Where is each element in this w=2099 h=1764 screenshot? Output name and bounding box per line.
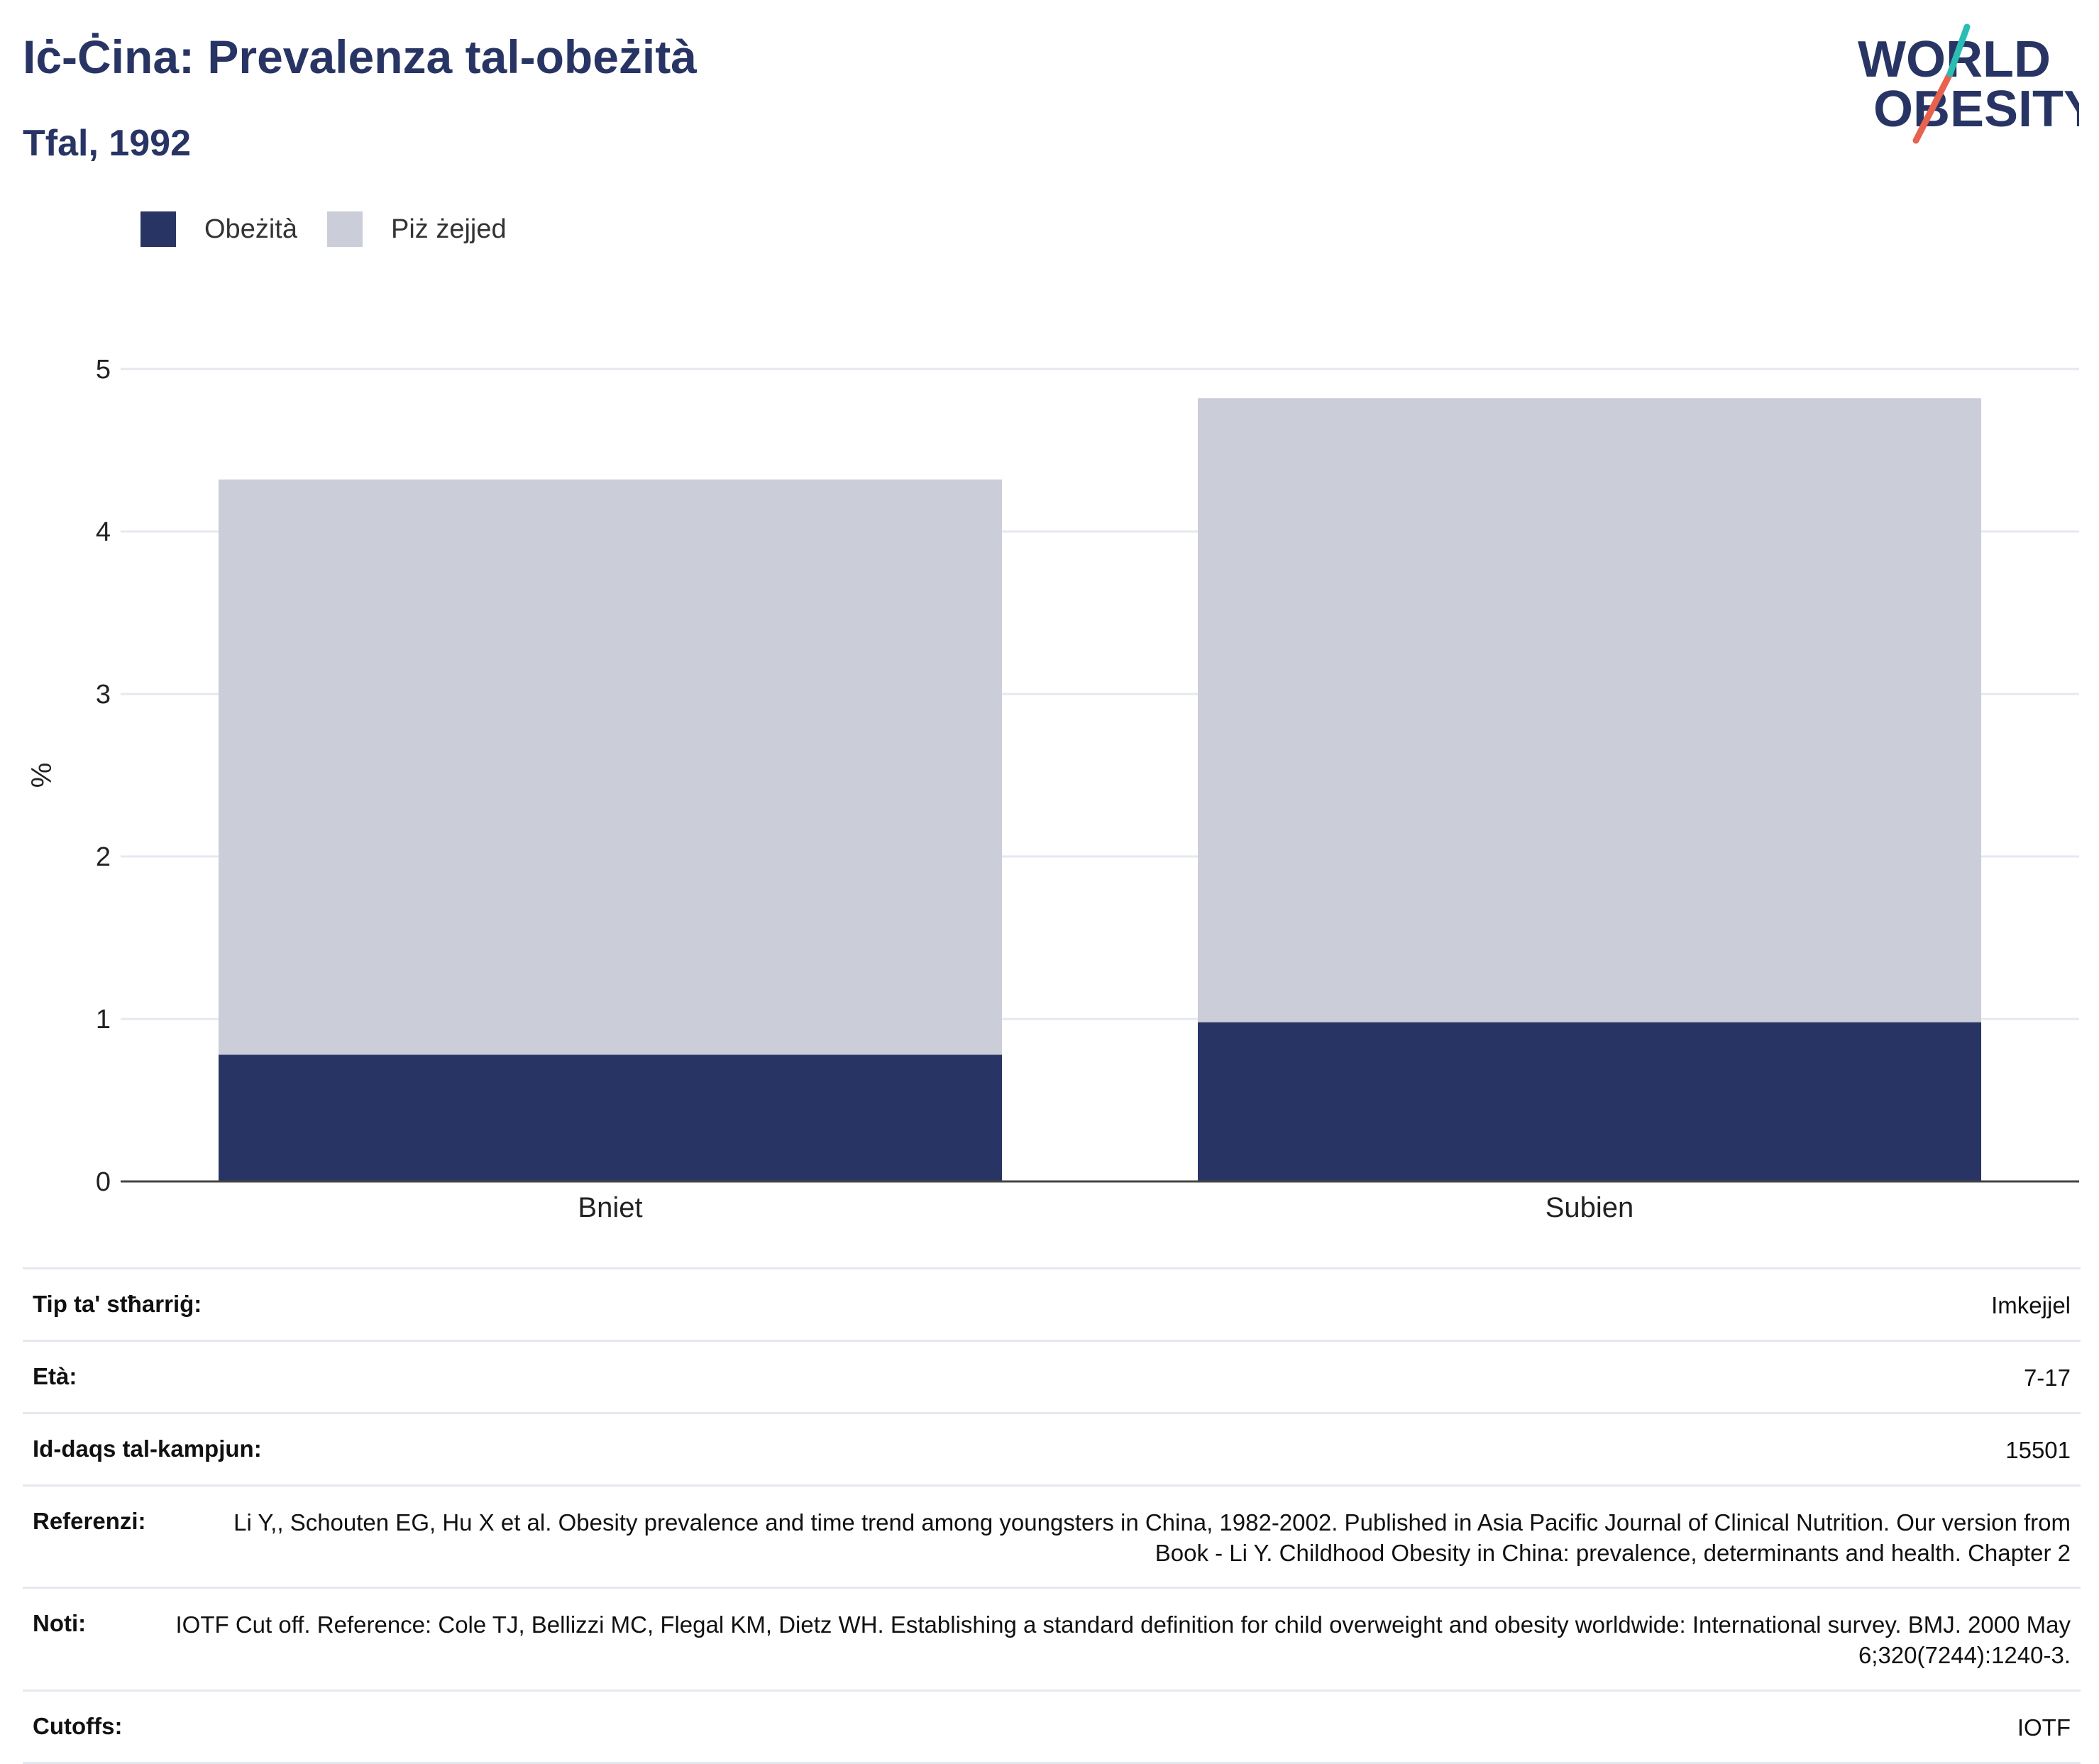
x-tick-label: Subien bbox=[1546, 1192, 1634, 1223]
y-tick-label: 1 bbox=[96, 1005, 111, 1035]
world-obesity-logo[interactable]: WORLD OBESITY bbox=[1845, 20, 2079, 155]
meta-label: Referenzi: bbox=[33, 1507, 146, 1534]
bar-segment-obesity bbox=[1198, 1022, 1981, 1181]
logo-slash-teal bbox=[1946, 23, 1971, 77]
page-subtitle: Tfal, 1992 bbox=[23, 123, 192, 164]
legend-label-overweight: Piż żejjed bbox=[390, 214, 507, 244]
stacked-bar-chart: 0 1 2 3 4 5% Bniet Subien bbox=[26, 355, 2079, 1223]
bar-segment-overweight bbox=[219, 479, 1002, 1055]
chart-legend: Obeżità Piż żejjed bbox=[141, 211, 536, 247]
bar-segment-obesity bbox=[219, 1054, 1002, 1181]
page-title: Iċ-Ċina: Prevalenza tal-obeżità bbox=[23, 31, 697, 83]
meta-value: Imkejjel bbox=[1991, 1292, 2071, 1318]
meta-label: Età: bbox=[33, 1362, 77, 1389]
meta-value: 15501 bbox=[2005, 1436, 2071, 1463]
legend-label-obesity: Obeżità bbox=[204, 214, 297, 244]
legend-item-obesity[interactable]: Obeżità bbox=[141, 211, 297, 247]
y-tick-label: 5 bbox=[96, 355, 111, 385]
y-axis-label: % bbox=[26, 763, 57, 788]
meta-row-notes: Noti: IOTF Cut off. Reference: Cole TJ, … bbox=[23, 1587, 2081, 1689]
legend-swatch-overweight bbox=[326, 211, 363, 247]
logo-slash-red bbox=[1912, 70, 1954, 144]
y-tick-label: 0 bbox=[96, 1167, 111, 1197]
legend-swatch-obesity bbox=[141, 211, 176, 247]
meta-row-cutoffs: Cutoffs: IOTF bbox=[23, 1689, 2081, 1764]
meta-row-survey-type: Tip ta' stħarriġ: Imkejjel bbox=[23, 1267, 2081, 1340]
meta-row-age: Età: 7-17 bbox=[23, 1339, 2081, 1412]
meta-value: Li Y,, Schouten EG, Hu X et al. Obesity … bbox=[233, 1509, 2071, 1566]
y-tick-label: 2 bbox=[96, 842, 111, 872]
logo-line2: OBESITY bbox=[1873, 81, 2079, 138]
meta-row-references: Referenzi: Li Y,, Schouten EG, Hu X et a… bbox=[23, 1484, 2081, 1587]
bar-segment-overweight bbox=[1198, 398, 1981, 1022]
meta-label: Tip ta' stħarriġ: bbox=[33, 1291, 202, 1317]
metadata-table: Tip ta' stħarriġ: Imkejjel Età: 7-17 Id-… bbox=[23, 1267, 2081, 1764]
meta-row-sample-size: Id-daqs tal-kampjun: 15501 bbox=[23, 1411, 2081, 1484]
y-tick-label: 3 bbox=[96, 680, 111, 710]
meta-value: 7-17 bbox=[2023, 1364, 2071, 1391]
x-tick-label: Bniet bbox=[578, 1192, 642, 1223]
legend-item-overweight[interactable]: Piż żejjed bbox=[326, 211, 507, 247]
y-tick-label: 4 bbox=[96, 517, 111, 547]
meta-label: Noti: bbox=[33, 1610, 87, 1637]
meta-label: Id-daqs tal-kampjun: bbox=[33, 1435, 262, 1462]
meta-value: IOTF Cut off. Reference: Cole TJ, Belliz… bbox=[175, 1611, 2071, 1669]
